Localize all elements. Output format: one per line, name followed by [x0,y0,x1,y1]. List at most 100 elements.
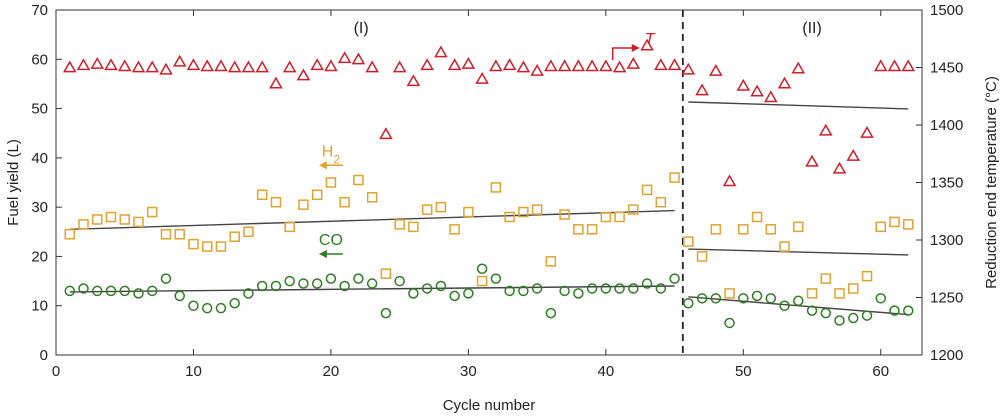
point-t [709,63,723,76]
point-h2 [256,189,268,201]
point-co [408,288,419,299]
y2-tick-label: 1450 [930,60,963,77]
point-co [298,278,309,289]
y2-tick-label: 1350 [930,175,963,192]
point-t [324,59,338,72]
point-h2 [146,206,158,218]
point-t [269,76,283,89]
point-co [779,300,790,311]
y-tick-label: 30 [31,199,48,216]
point-t [791,61,806,74]
point-t [640,38,654,51]
point-co [366,278,378,289]
point-h2 [366,192,378,203]
point-co [160,273,172,284]
point-h2 [215,241,227,252]
point-co [270,280,282,292]
point-t [489,59,503,72]
point-h2 [751,211,763,223]
point-h2 [738,224,749,235]
point-co [229,298,240,309]
point-co [751,290,763,302]
point-h2 [724,288,735,299]
point-h2 [861,270,873,282]
x-tick-label: 50 [735,363,752,380]
point-h2 [201,241,213,252]
point-h2 [449,224,460,235]
point-h2 [531,204,543,215]
point-h2 [463,206,474,218]
point-h2 [793,221,804,233]
point-co [806,305,818,316]
point-t [310,58,324,71]
point-co [820,307,832,319]
point-t [296,68,311,81]
y-tick-label: 40 [31,150,48,167]
point-h2 [834,288,845,299]
annotation-arrowhead-t [631,43,640,52]
point-co [146,285,158,297]
x-axis-label: Cycle number [443,397,536,414]
point-co [531,283,543,294]
point-co [504,285,515,297]
point-co [903,305,914,316]
point-co [518,285,529,297]
point-co [545,307,557,319]
point-co [449,290,460,302]
point-t [530,63,544,76]
point-co [848,312,859,324]
point-co [325,273,337,284]
point-h2 [889,216,900,228]
point-t [337,51,352,64]
y-tick-label: 0 [40,347,48,364]
point-t [365,60,379,73]
point-h2 [311,189,323,201]
point-t [599,59,613,72]
point-t [846,149,861,161]
point-co [133,288,144,299]
annotation-arrow-t [611,47,633,60]
point-h2 [421,204,433,215]
point-co [490,273,502,284]
point-co [380,307,392,319]
point-h2 [875,221,887,233]
point-co [353,273,364,284]
point-t [62,60,77,73]
point-co [78,283,89,294]
point-co [724,317,735,329]
point-co [793,295,804,307]
point-h2 [394,219,405,230]
y2-tick-label: 1400 [930,117,963,134]
point-t [145,60,160,73]
point-co [435,280,447,292]
point-h2 [779,241,790,252]
point-t [406,74,421,87]
point-h2 [559,209,570,220]
point-t [777,76,792,89]
point-co [463,288,474,299]
point-t [544,59,558,72]
point-h2 [628,204,639,215]
region-label-ii: (II) [802,20,822,37]
point-h2 [683,236,694,247]
point-h2 [284,221,295,233]
point-t [626,57,641,69]
point-t [502,58,517,71]
point-t [475,71,489,84]
annotation-label-co: CO [319,232,343,249]
point-co [586,283,598,294]
point-co [105,285,117,297]
point-t [76,58,91,71]
point-t [214,59,228,72]
point-h2 [353,174,364,186]
point-h2 [655,196,667,208]
point-t [104,58,118,71]
point-co [64,285,75,297]
point-co [834,315,845,326]
point-h2 [243,226,254,238]
point-co [669,273,680,284]
point-co [889,305,900,316]
point-t [750,84,764,97]
point-h2 [641,184,653,196]
point-h2 [408,221,419,233]
